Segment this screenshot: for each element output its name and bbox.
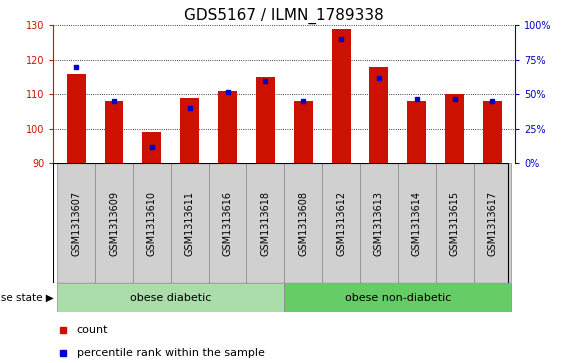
Text: disease state ▶: disease state ▶ (0, 293, 53, 303)
Bar (294, 101, 312, 163)
Bar (105, 101, 123, 163)
Bar (256, 77, 275, 163)
FancyBboxPatch shape (57, 283, 284, 312)
FancyBboxPatch shape (284, 163, 322, 283)
Text: GSM1313607: GSM1313607 (71, 191, 81, 256)
Bar (142, 132, 162, 163)
FancyBboxPatch shape (322, 163, 360, 283)
FancyBboxPatch shape (247, 163, 284, 283)
FancyBboxPatch shape (398, 163, 436, 283)
Bar (67, 74, 86, 163)
FancyBboxPatch shape (57, 163, 95, 283)
Text: GSM1313618: GSM1313618 (261, 191, 270, 256)
Text: obese diabetic: obese diabetic (130, 293, 212, 303)
Text: GSM1313613: GSM1313613 (374, 191, 384, 256)
Text: GSM1313608: GSM1313608 (298, 191, 308, 256)
Text: obese non-diabetic: obese non-diabetic (345, 293, 451, 303)
FancyBboxPatch shape (171, 163, 209, 283)
FancyBboxPatch shape (284, 283, 511, 312)
Text: GSM1313609: GSM1313609 (109, 191, 119, 256)
Bar (180, 98, 199, 163)
FancyBboxPatch shape (436, 163, 473, 283)
Bar (483, 101, 502, 163)
Bar (407, 101, 426, 163)
Text: GSM1313611: GSM1313611 (185, 191, 195, 256)
Bar (445, 94, 464, 163)
FancyBboxPatch shape (473, 163, 511, 283)
Text: percentile rank within the sample: percentile rank within the sample (77, 348, 265, 358)
FancyBboxPatch shape (209, 163, 247, 283)
FancyBboxPatch shape (360, 163, 398, 283)
Text: GSM1313617: GSM1313617 (488, 191, 498, 256)
Text: GSM1313616: GSM1313616 (222, 191, 233, 256)
Text: GSM1313614: GSM1313614 (412, 191, 422, 256)
Text: GSM1313612: GSM1313612 (336, 191, 346, 256)
FancyBboxPatch shape (95, 163, 133, 283)
Text: count: count (77, 325, 108, 335)
Title: GDS5167 / ILMN_1789338: GDS5167 / ILMN_1789338 (185, 8, 384, 24)
Text: GSM1313610: GSM1313610 (147, 191, 157, 256)
Text: GSM1313615: GSM1313615 (450, 191, 459, 256)
FancyBboxPatch shape (133, 163, 171, 283)
Bar (369, 67, 388, 163)
Bar (332, 29, 351, 163)
Bar (218, 91, 237, 163)
